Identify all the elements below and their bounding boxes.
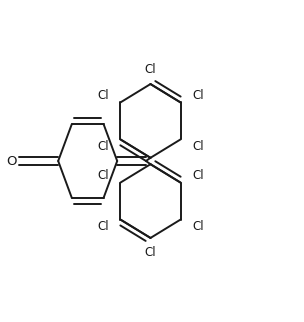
Text: Cl: Cl xyxy=(97,220,109,233)
Text: Cl: Cl xyxy=(145,246,156,259)
Text: O: O xyxy=(6,155,16,167)
Text: Cl: Cl xyxy=(192,140,204,153)
Text: Cl: Cl xyxy=(192,169,204,182)
Text: Cl: Cl xyxy=(192,220,204,233)
Text: Cl: Cl xyxy=(192,89,204,102)
Text: Cl: Cl xyxy=(97,140,109,153)
Text: Cl: Cl xyxy=(145,63,156,76)
Text: Cl: Cl xyxy=(97,89,109,102)
Text: Cl: Cl xyxy=(97,169,109,182)
